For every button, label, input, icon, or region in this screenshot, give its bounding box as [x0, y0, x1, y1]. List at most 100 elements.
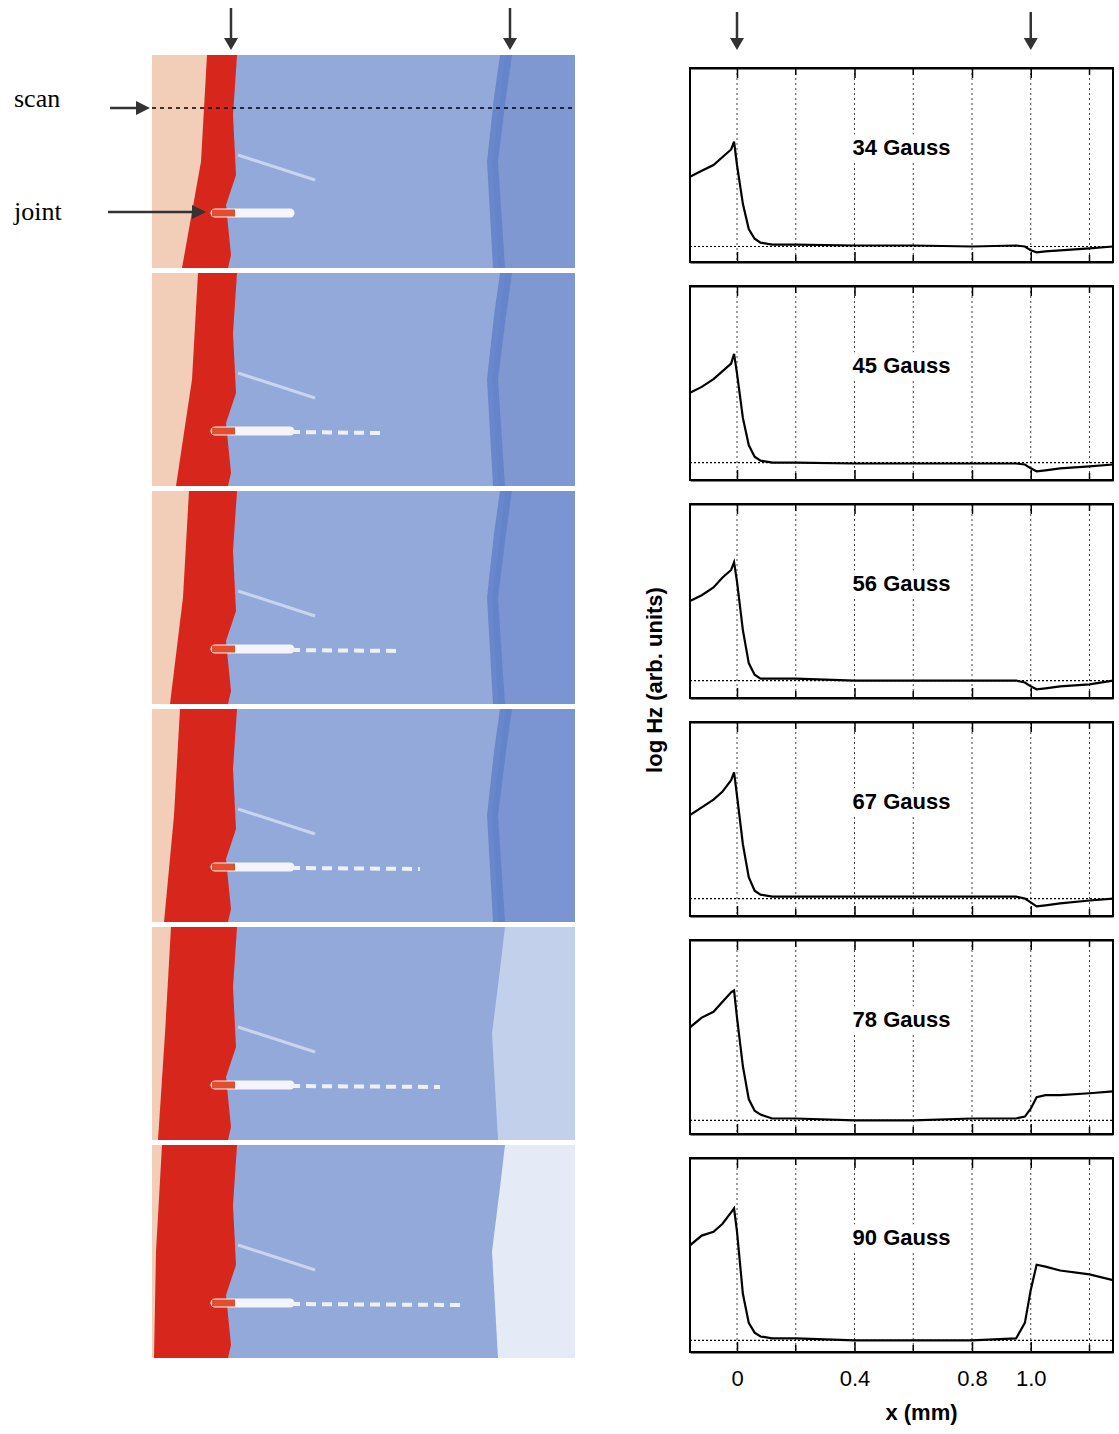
panel-title-group: 90 Gauss	[850, 1224, 954, 1251]
arrow-head	[224, 38, 238, 50]
grid-line	[913, 722, 914, 916]
tick	[1031, 1124, 1032, 1134]
tick-mark	[854, 286, 856, 296]
joint-core	[212, 646, 235, 653]
image-region	[152, 55, 207, 268]
joint-trail	[290, 1086, 440, 1087]
image-region	[152, 55, 237, 268]
baseline	[690, 898, 1113, 899]
annotation: joint	[13, 197, 62, 226]
tick-mark	[737, 68, 739, 78]
tick-mark	[972, 286, 974, 296]
tick	[1031, 504, 1032, 514]
plot-frame	[690, 722, 1113, 916]
tick-mark	[854, 722, 856, 732]
tick-mark	[1031, 1342, 1033, 1352]
tick-mark	[795, 909, 797, 916]
tick	[737, 688, 738, 698]
grid-line	[1030, 722, 1031, 916]
tick-mark	[854, 470, 856, 480]
tick	[972, 1124, 973, 1134]
panel-title-group: 56 Gauss	[850, 570, 954, 597]
title-background	[850, 788, 954, 815]
tick	[1031, 940, 1032, 950]
image-stripe	[487, 709, 512, 922]
grid-line	[854, 286, 855, 480]
tick-mark	[972, 1158, 974, 1168]
arrow-head	[730, 38, 744, 50]
tick-mark	[1089, 1345, 1091, 1352]
grid-line	[972, 1158, 973, 1352]
image-region	[152, 273, 237, 486]
axis-line	[691, 1352, 1114, 1354]
image-region	[492, 1145, 575, 1358]
tick-mark	[1031, 504, 1033, 514]
tick	[737, 286, 738, 296]
grid-line	[1030, 1158, 1031, 1352]
axis-line	[691, 722, 1114, 724]
tick	[737, 940, 738, 950]
tick-mark	[795, 255, 797, 262]
tick	[1031, 252, 1032, 262]
data-line	[690, 990, 1113, 1120]
tick	[855, 286, 856, 296]
tick	[1031, 1158, 1032, 1168]
tick-mark	[972, 470, 974, 480]
tick-mark	[1031, 68, 1033, 78]
tick-mark	[737, 722, 739, 732]
tick	[855, 940, 856, 950]
tick-mark	[795, 1127, 797, 1134]
x-axis-top	[691, 1158, 1114, 1168]
panel: 67 Gauss	[690, 722, 1114, 917]
tick-mark	[854, 68, 856, 78]
image-region	[152, 927, 237, 1140]
image-region	[152, 709, 575, 922]
grid-line	[795, 940, 796, 1134]
tick	[1031, 906, 1032, 916]
tick-mark	[972, 940, 974, 950]
panel-title: 34 Gauss	[853, 135, 951, 160]
grid-line	[1030, 940, 1031, 1134]
tick-mark	[1031, 1124, 1033, 1134]
data-line	[690, 354, 1113, 471]
grid-line	[1089, 504, 1090, 698]
plot-frame	[690, 504, 1113, 698]
tick-mark	[972, 722, 974, 732]
scan-line	[152, 107, 575, 109]
tick-mark	[913, 473, 915, 480]
joint-trail	[290, 868, 420, 869]
tick-mark	[854, 1124, 856, 1134]
image-region	[152, 273, 198, 486]
x-axis-title: x (mm)	[885, 1400, 957, 1425]
tick	[737, 68, 738, 78]
tick: 1.0	[1016, 1342, 1047, 1391]
tick	[972, 68, 973, 78]
joint-core	[212, 864, 235, 871]
axis-line	[691, 698, 1114, 700]
panel: 34 Gauss	[690, 68, 1114, 263]
x-axis	[691, 906, 1114, 917]
grid-line	[795, 286, 796, 480]
tick-mark	[972, 1124, 974, 1134]
tick	[737, 1158, 738, 1168]
plot-frame	[690, 286, 1113, 480]
joint-core	[212, 1300, 235, 1307]
image-region	[152, 491, 237, 704]
tick-label: 0.4	[840, 1366, 871, 1391]
image-stripe	[487, 491, 512, 704]
grid-line	[913, 504, 914, 698]
plot-frame	[690, 1158, 1113, 1352]
tick-mark	[1089, 473, 1091, 480]
image-stripe	[487, 273, 512, 486]
x-axis-top	[691, 504, 1114, 514]
grid-line	[737, 504, 738, 698]
tick	[972, 252, 973, 262]
tick-mark	[1089, 1127, 1091, 1134]
image-streak	[238, 1027, 315, 1052]
grid-line	[1089, 722, 1090, 916]
tick-mark	[795, 1345, 797, 1352]
axis-line	[691, 480, 1114, 482]
mo-image	[152, 1145, 575, 1358]
tick	[737, 1124, 738, 1134]
grid-line	[913, 286, 914, 480]
